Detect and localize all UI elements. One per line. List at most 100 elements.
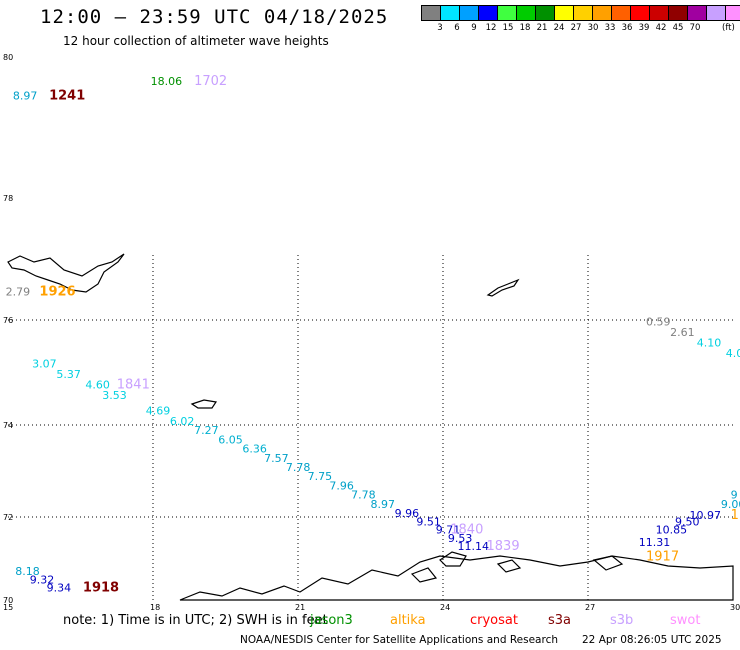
legend-tick-label: 27 [570, 23, 582, 33]
legend-swatch [630, 5, 650, 21]
wave-height-label: 9.34 [47, 582, 72, 595]
legend-swatch [440, 5, 460, 21]
footer-note: note: 1) Time is in UTC; 2) SWH is in fe… [63, 613, 328, 628]
pass-time-label: 1926 [39, 285, 75, 300]
legend-swatch [478, 5, 498, 21]
pass-time-label: 1841 [117, 377, 150, 392]
legend-tick-label: 21 [536, 23, 548, 33]
pass-time-label: 1840 [450, 523, 483, 538]
coastline-segment [179, 555, 734, 601]
wave-height-label: 9.50 [675, 515, 700, 528]
coastline-segment [496, 559, 522, 573]
footer-generated-time: 22 Apr 08:26:05 UTC 2025 [582, 634, 722, 646]
latitude-label: 74 [3, 421, 13, 430]
legend-swatch [421, 5, 441, 21]
legend-tick-label: 6 [454, 23, 460, 33]
legend-tick-label: 45 [672, 23, 684, 33]
legend-swatch [497, 5, 517, 21]
pass-time-label: 1241 [49, 88, 85, 103]
legend-swatch [706, 5, 726, 21]
legend-tick-label: 30 [587, 23, 599, 33]
wave-height-label: 4.69 [146, 405, 171, 418]
legend-tick-label: 70 [689, 23, 701, 33]
legend-swatch [649, 5, 669, 21]
latitude-label: 76 [3, 316, 13, 325]
wave-height-label: 7.57 [264, 452, 289, 465]
pass-time-label: 1702 [194, 74, 227, 89]
satellite-key-item: jason3 [310, 613, 353, 628]
coastline-segment [592, 555, 624, 571]
wave-height-label: 10.97 [690, 509, 722, 522]
coastline-segment [190, 399, 218, 409]
pass-time-label: 1839 [487, 539, 520, 554]
legend-swatch [668, 5, 688, 21]
color-legend: (ft) 3 6 9 12 15 18 21 24 27 30 33 36 39 42 45 70 [421, 5, 740, 33]
wave-height-label: 6.36 [242, 443, 267, 456]
wave-height-label: 9.53 [448, 532, 473, 545]
wave-height-label: 9.00 [721, 498, 740, 511]
wave-height-label: 4.60 [85, 378, 110, 391]
wave-height-label: 10.85 [656, 524, 688, 537]
satellite-key-item: s3b [610, 613, 634, 628]
legend-swatch [573, 5, 593, 21]
legend-swatch [687, 5, 707, 21]
longitude-label: 15 [3, 603, 13, 612]
wave-height-label: 6.02 [170, 415, 195, 428]
longitude-label: 30 [730, 603, 740, 612]
legend-tick-label: 36 [621, 23, 633, 33]
satellite-key-item: cryosat [470, 613, 518, 628]
wave-height-label: 5.37 [56, 368, 80, 381]
coastline-segment [439, 551, 467, 567]
longitude-label: 27 [585, 603, 595, 612]
legend-swatch [592, 5, 612, 21]
wave-height-label: 9.71 [436, 524, 461, 537]
wave-height-label: 11.14 [458, 540, 490, 553]
wave-height-label: 3.53 [102, 389, 127, 402]
legend-tick-label: 9 [471, 23, 477, 33]
coastline-segment [486, 278, 520, 297]
wave-height-label: 8.97 [13, 89, 38, 102]
wave-height-label: 4.0 [726, 347, 740, 360]
wave-height-label: 9.32 [30, 573, 55, 586]
legend-swatch [516, 5, 536, 21]
legend-tick-label: 3 [437, 23, 443, 33]
pass-time-label: 1917 [646, 550, 679, 565]
wave-height-label: 2.79 [6, 286, 31, 299]
legend-tick-label: 24 [553, 23, 565, 33]
latitude-label: 72 [3, 513, 13, 522]
graticule [8, 255, 733, 600]
satellite-key-item: altika [390, 613, 426, 628]
page-subtitle: 12 hour collection of altimeter wave hei… [63, 34, 329, 48]
page-title: 12:00 — 23:59 UTC 04/18/2025 [40, 6, 389, 28]
wave-height-label: 0.59 [646, 315, 671, 328]
wave-height-label: 6.05 [218, 433, 243, 446]
wave-height-label: 7.78 [286, 461, 311, 474]
legend-swatch [535, 5, 555, 21]
coastline-segment [410, 567, 438, 583]
coastline [7, 253, 734, 601]
wave-height-label: 7.75 [308, 470, 333, 483]
wave-height-label: 7.78 [351, 489, 376, 502]
legend-unit: (ft) [722, 23, 735, 33]
legend-swatches [421, 5, 740, 21]
legend-tick-label: 39 [638, 23, 650, 33]
wave-height-label: 8.97 [371, 498, 396, 511]
pass-time-label: 1918 [83, 581, 119, 596]
legend-tick-label: 18 [519, 23, 531, 33]
legend-tick-label: 42 [655, 23, 667, 33]
latitude-label: 78 [3, 194, 13, 203]
latitude-label: 70 [3, 596, 13, 605]
coastline-segment [7, 253, 125, 293]
wave-height-label: 1 [731, 508, 739, 523]
legend-swatch [725, 5, 740, 21]
legend-tick-label: 12 [485, 23, 497, 33]
wave-height-label: 7.96 [329, 479, 354, 492]
wave-height-label: 7.27 [194, 424, 219, 437]
latitude-label: 80 [3, 53, 13, 62]
wave-height-label: 9.51 [416, 515, 441, 528]
legend-tick-label: 33 [604, 23, 616, 33]
satellite-key-item: s3a [548, 613, 572, 628]
longitude-label: 18 [150, 603, 160, 612]
